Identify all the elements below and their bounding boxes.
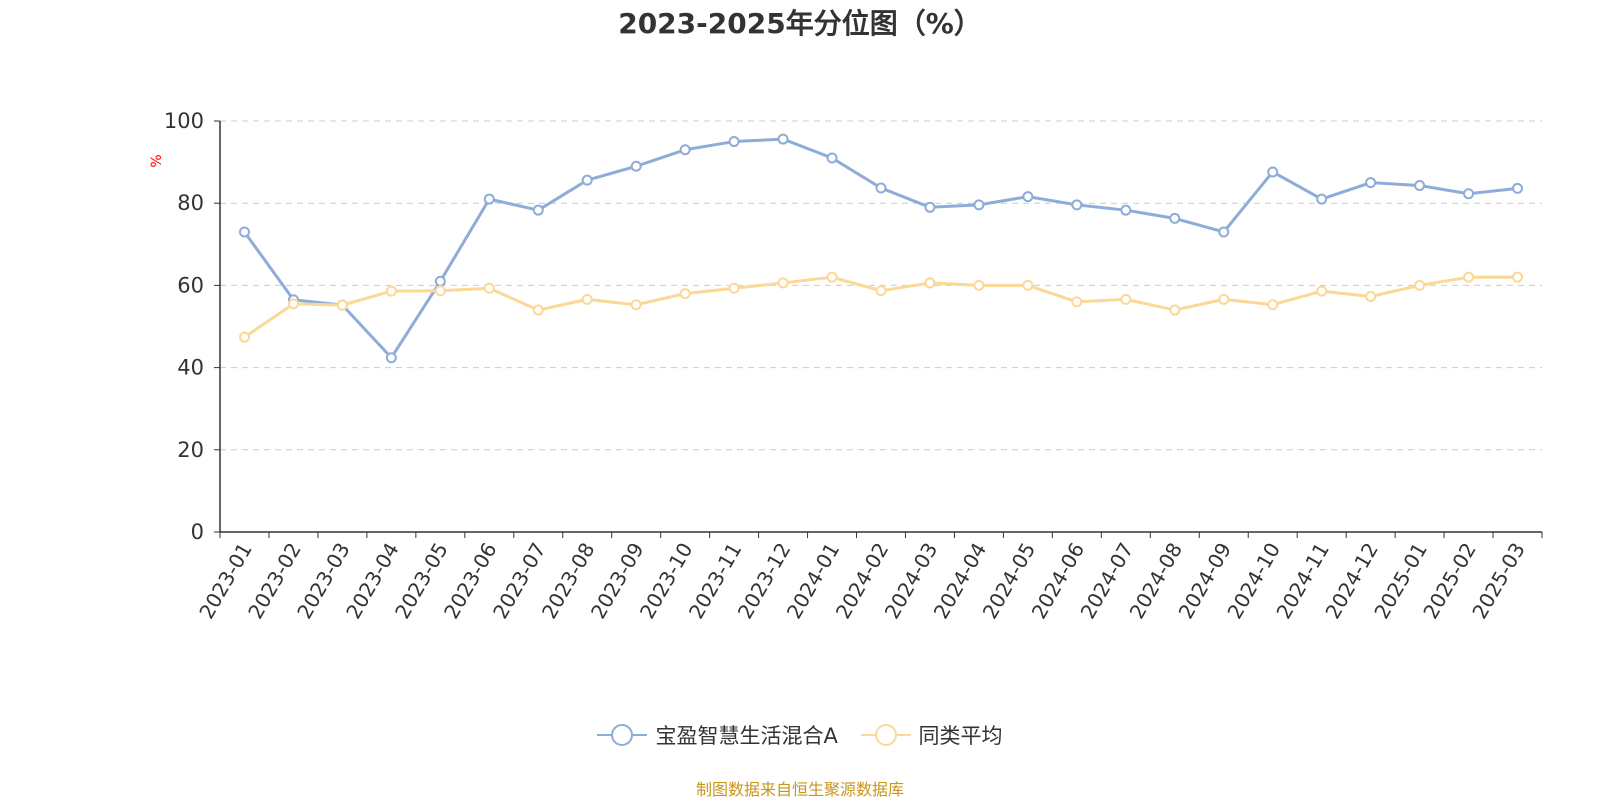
data-point-series-1-2024-05 [1022, 191, 1034, 203]
data-point-series-1-2023-06 [483, 193, 495, 205]
data-point-series-2-2023-08 [581, 293, 593, 305]
data-point-series-1-2023-04 [385, 352, 397, 364]
y-tick-label-20: 20 [177, 438, 204, 462]
data-point-series-2-2024-03 [924, 277, 936, 289]
data-point-series-2-2023-04 [385, 285, 397, 297]
data-point-series-2-2024-12 [1365, 290, 1377, 302]
y-tick-label-80: 80 [177, 191, 204, 215]
y-tick-label-100: 100 [164, 109, 204, 133]
data-point-series-1-2024-06 [1071, 199, 1083, 211]
data-point-series-1-2023-12 [777, 133, 789, 145]
data-point-series-2-2024-08 [1169, 304, 1181, 316]
source-note: 制图数据来自恒生聚源数据库 [695, 780, 904, 799]
data-point-series-2-2024-07 [1120, 293, 1132, 305]
data-point-series-1-2023-11 [728, 136, 740, 148]
data-point-series-1-2023-05 [434, 275, 446, 287]
data-point-series-2-2024-05 [1022, 279, 1034, 291]
data-point-series-2-2023-01 [238, 331, 250, 343]
series-line-1 [243, 137, 1518, 360]
data-point-series-2-2023-05 [434, 285, 446, 297]
legend: 宝盈智慧生活混合A 同类平均 [0, 720, 1600, 752]
data-point-series-1-2024-01 [826, 152, 838, 164]
data-point-series-1-2024-10 [1267, 166, 1279, 178]
legend-label-series-1: 宝盈智慧生活混合A [655, 724, 838, 748]
data-point-series-2-2023-09 [630, 299, 642, 311]
legend-item-series-2[interactable]: 同类平均 [860, 720, 1003, 750]
data-point-series-2-2023-03 [336, 299, 348, 311]
y-tick-label-40: 40 [177, 356, 204, 380]
chart-title: 2023-2025年分位图（%） [618, 7, 982, 40]
data-point-series-1-2023-09 [630, 160, 642, 172]
data-point-series-1-2023-10 [679, 144, 691, 156]
data-point-series-1-2024-09 [1218, 226, 1230, 238]
data-point-series-1-2024-02 [875, 182, 887, 194]
legend-item-series-1[interactable]: 宝盈智慧生活混合A [597, 720, 838, 750]
data-point-series-1-2024-07 [1120, 204, 1132, 216]
data-point-series-1-2025-01 [1414, 180, 1426, 192]
data-point-series-1-2024-04 [973, 199, 985, 211]
data-point-series-2-2023-10 [679, 288, 691, 300]
data-point-series-2-2025-01 [1414, 279, 1426, 291]
legend-marker-series-1 [597, 724, 648, 746]
data-point-series-2-2024-04 [973, 279, 985, 291]
data-point-series-1-2025-02 [1463, 188, 1475, 200]
y-axis-label: % [149, 154, 165, 167]
y-tick-label-0: 0 [191, 520, 204, 544]
data-point-series-2-2023-07 [532, 304, 544, 316]
data-point-series-2-2025-02 [1463, 271, 1475, 283]
data-point-series-1-2025-03 [1512, 182, 1524, 194]
data-point-series-1-2024-03 [924, 201, 936, 213]
data-point-series-1-2024-12 [1365, 177, 1377, 189]
data-point-series-1-2023-07 [532, 204, 544, 216]
data-point-series-2-2024-01 [826, 271, 838, 283]
data-point-series-2-2024-10 [1267, 299, 1279, 311]
data-point-series-2-2023-06 [483, 282, 495, 294]
data-point-series-2-2024-11 [1316, 285, 1328, 297]
data-point-series-2-2024-02 [875, 285, 887, 297]
data-point-series-2-2024-06 [1071, 296, 1083, 308]
y-tick-label-60: 60 [177, 273, 204, 297]
data-point-series-2-2023-02 [287, 298, 299, 310]
legend-marker-series-2 [860, 724, 911, 746]
data-point-series-2-2024-09 [1218, 293, 1230, 305]
legend-label-series-2: 同类平均 [918, 724, 1003, 748]
data-point-series-1-2023-08 [581, 174, 593, 186]
data-point-series-2-2023-12 [777, 277, 789, 289]
data-point-series-1-2024-11 [1316, 193, 1328, 205]
data-point-series-1-2023-01 [238, 226, 250, 238]
data-point-series-2-2025-03 [1512, 271, 1524, 283]
data-point-series-2-2023-11 [728, 282, 740, 294]
data-point-series-1-2024-08 [1169, 212, 1181, 224]
